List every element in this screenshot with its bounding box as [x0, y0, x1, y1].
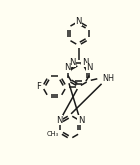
Text: N: N: [75, 17, 82, 26]
Text: N: N: [65, 63, 71, 72]
Text: N: N: [82, 58, 88, 67]
Text: N: N: [69, 58, 75, 67]
Text: NH: NH: [102, 74, 114, 83]
Text: F: F: [36, 82, 41, 91]
Text: N: N: [78, 116, 84, 125]
Text: N: N: [56, 116, 62, 125]
Text: N: N: [86, 63, 93, 72]
Text: CH₃: CH₃: [47, 131, 59, 137]
